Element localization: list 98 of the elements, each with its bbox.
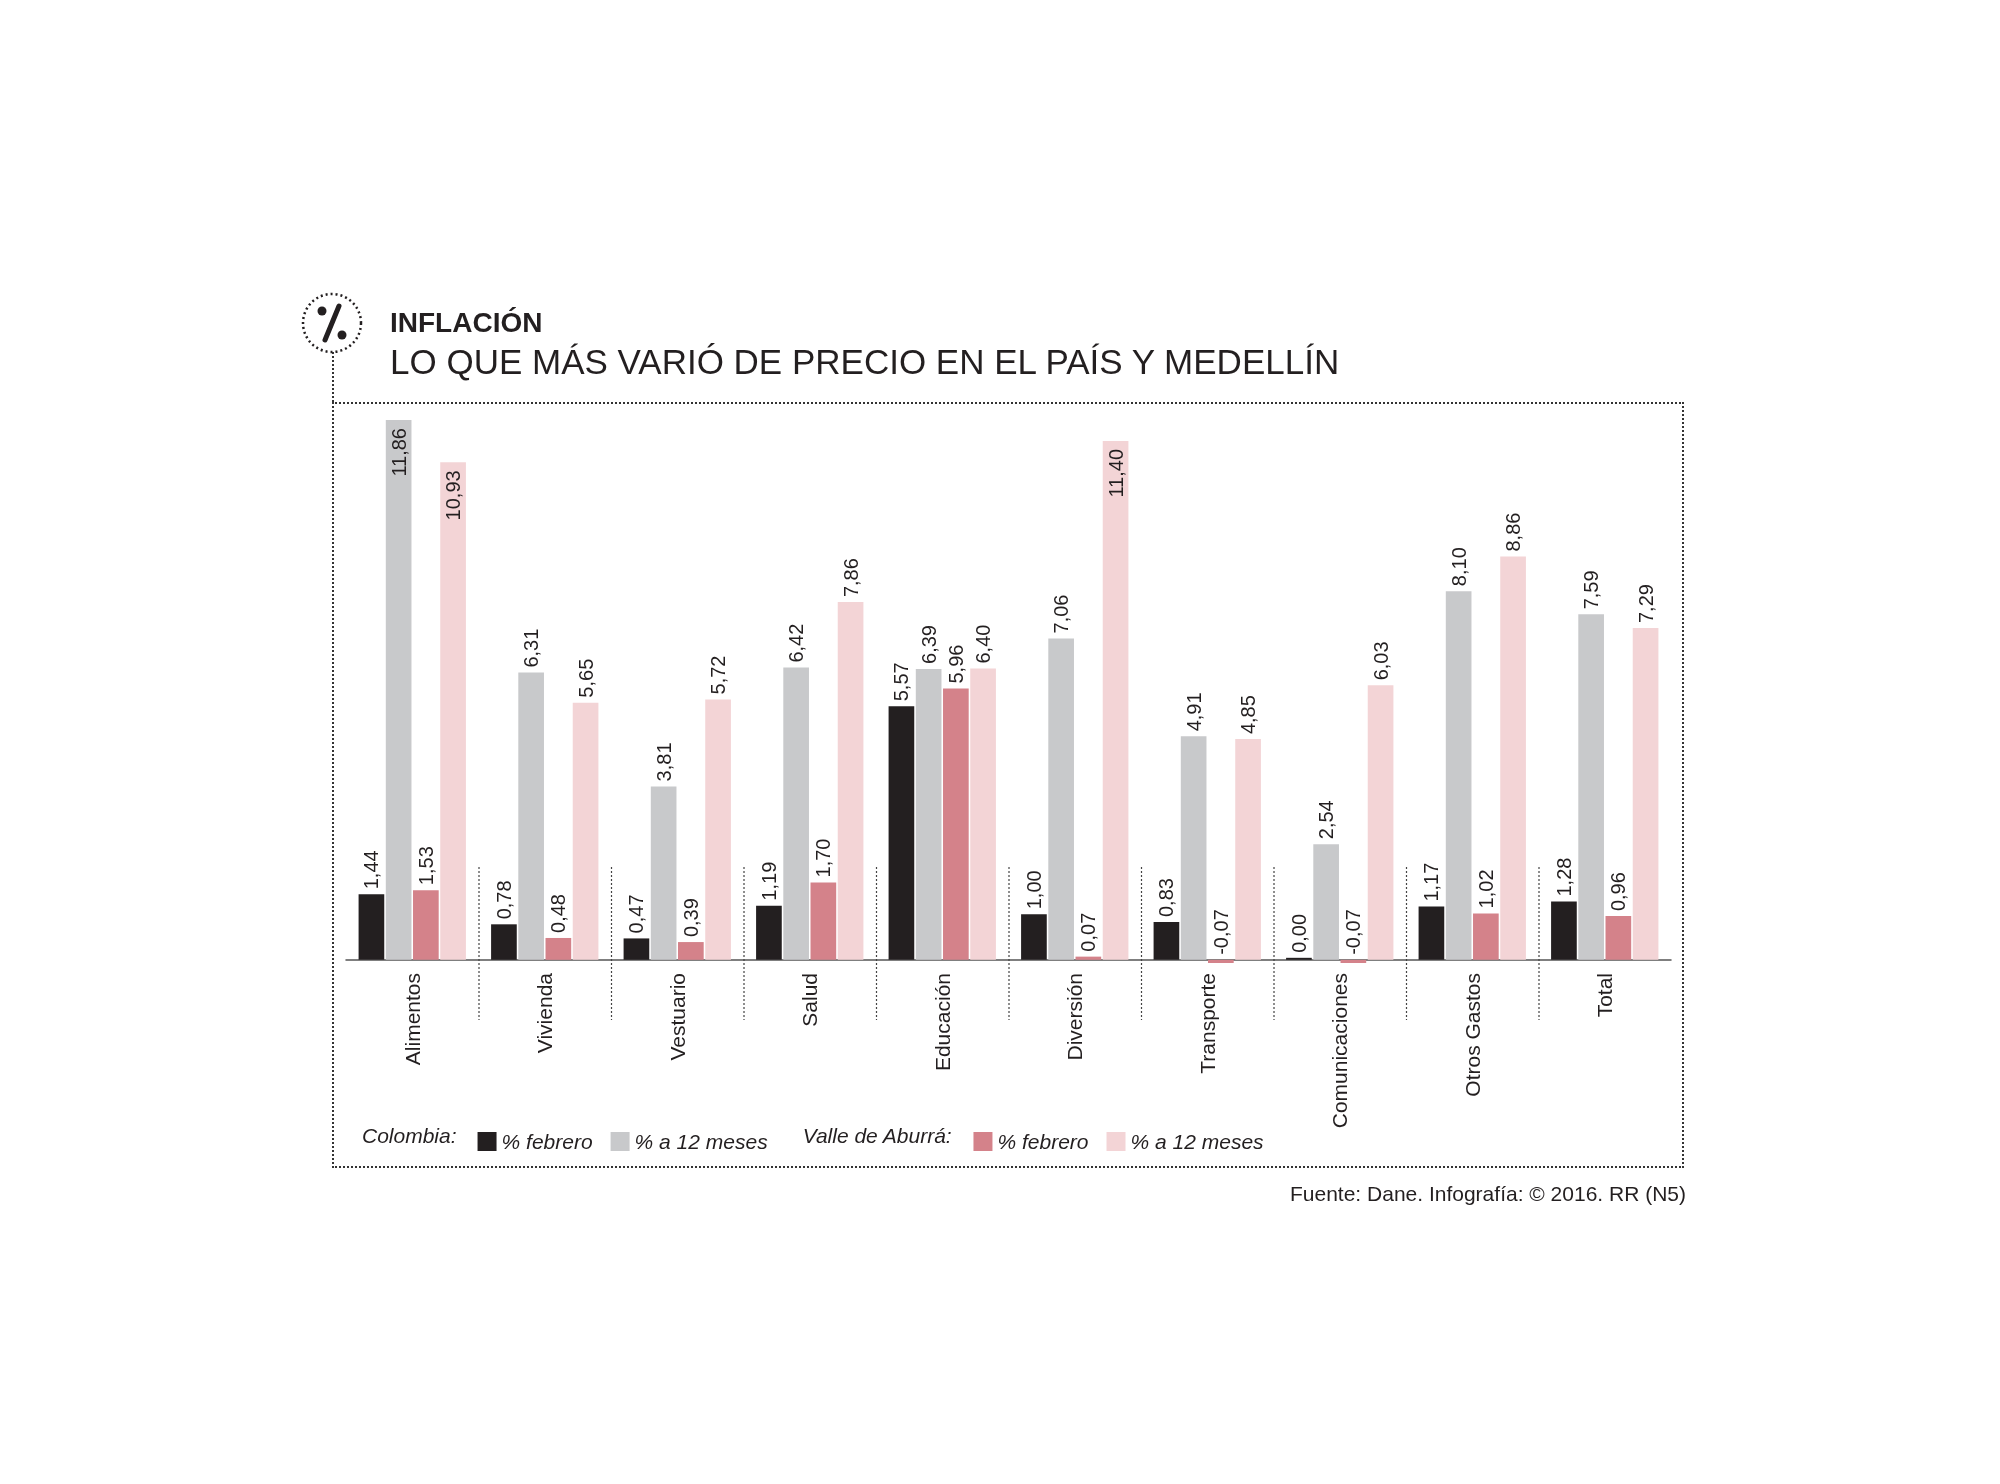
- bar: [837, 602, 864, 960]
- data-label: 0,83: [1155, 878, 1178, 918]
- data-label: 6,39: [917, 625, 940, 664]
- data-label: 5,96: [944, 644, 967, 684]
- bar: [810, 882, 837, 960]
- data-label: 0,48: [547, 894, 570, 933]
- data-label: 7,29: [1634, 584, 1657, 624]
- bar: [915, 668, 942, 960]
- data-label: 0,00: [1287, 913, 1310, 953]
- data-label: 6,03: [1369, 641, 1392, 681]
- data-label: 1,19: [757, 861, 780, 901]
- data-label: 6,40: [972, 624, 995, 664]
- x-tick-label: Vestuario: [665, 973, 689, 1061]
- data-label: 5,72: [707, 655, 730, 695]
- data-label: 10,93: [442, 470, 465, 521]
- x-tick-label: Otros Gastos: [1460, 973, 1484, 1097]
- data-label: 1,28: [1552, 857, 1575, 897]
- bar: [705, 699, 731, 960]
- bar: [783, 667, 809, 960]
- bar: [1578, 614, 1604, 960]
- text: Colombia:: [362, 1124, 457, 1147]
- data-label: 6,42: [785, 623, 808, 663]
- data-label: 5,65: [574, 658, 597, 698]
- bar: [1551, 901, 1577, 960]
- data-label: -0,07: [1342, 909, 1365, 955]
- chart-title: INFLACIÓN: [390, 306, 543, 338]
- data-label: 11,40: [1104, 448, 1127, 498]
- legend-label: % a 12 meses: [634, 1130, 769, 1153]
- data-label: 0,78: [492, 880, 515, 920]
- x-tick-label: Comunicaciones: [1328, 973, 1352, 1129]
- data-label: 5,57: [890, 662, 913, 702]
- data-label: 4,85: [1237, 695, 1260, 735]
- bar: [358, 894, 385, 960]
- bar: [545, 937, 572, 960]
- bar: [518, 672, 544, 960]
- legend-label: % febrero: [997, 1130, 1089, 1153]
- bar: [491, 924, 517, 960]
- bar: [440, 462, 466, 960]
- legend-label: % febrero: [501, 1130, 593, 1153]
- data-label: 7,06: [1050, 594, 1073, 634]
- bar: [1473, 913, 1499, 960]
- data-label: 0,39: [679, 898, 702, 938]
- bar: [1208, 959, 1234, 963]
- bar: [385, 420, 412, 960]
- x-tick-label: Transporte: [1195, 973, 1219, 1074]
- data-label: 11,86: [387, 428, 410, 477]
- legend-label: % a 12 meses: [1130, 1130, 1265, 1153]
- bar: [943, 688, 969, 960]
- x-tick-label: Vivienda: [533, 972, 557, 1054]
- bar: [1445, 591, 1472, 960]
- data-label: 1,17: [1420, 862, 1443, 902]
- bar: [1235, 739, 1261, 960]
- bar: [572, 702, 599, 960]
- chart-subtitle: LO QUE MÁS VARIÓ DE PRECIO EN EL PAÍS Y MEDELLÍN: [390, 342, 1340, 381]
- bar: [1605, 916, 1632, 960]
- bar: [1500, 556, 1526, 960]
- bar: [1102, 440, 1129, 960]
- data-label: 2,54: [1315, 800, 1338, 840]
- bar: [1340, 959, 1367, 963]
- bar: [1153, 922, 1180, 960]
- bar: [413, 890, 439, 960]
- bar: [1632, 628, 1659, 960]
- source-note: Fuente: Dane. Infografía: © 2016. RR (N5): [1289, 1182, 1687, 1205]
- data-label: 8,10: [1447, 547, 1470, 587]
- data-label: 7,86: [839, 558, 862, 598]
- bar: [1048, 638, 1074, 960]
- data-label: 4,91: [1182, 692, 1205, 732]
- data-label: 0,47: [625, 894, 648, 934]
- data-label: 7,59: [1580, 570, 1603, 610]
- text: Valle de Aburrá:: [802, 1124, 952, 1147]
- x-tick-label: Total: [1593, 973, 1617, 1018]
- data-label: 1,00: [1022, 870, 1045, 910]
- x-tick-label: Educación: [930, 973, 954, 1072]
- bar: [888, 706, 915, 960]
- data-label: 0,07: [1077, 912, 1100, 952]
- data-label: 0,96: [1607, 872, 1630, 912]
- data-label: 1,70: [812, 838, 835, 878]
- data-label: -0,07: [1209, 909, 1232, 955]
- bar: [1418, 906, 1445, 960]
- data-label: 8,86: [1502, 512, 1525, 552]
- x-tick-label: Alimentos: [400, 973, 424, 1066]
- bar: [1075, 956, 1102, 960]
- x-tick-label: Diversión: [1063, 973, 1087, 1061]
- bar: [1313, 844, 1339, 960]
- data-label: 6,31: [520, 628, 543, 668]
- bar: [1367, 685, 1394, 960]
- bar: [678, 942, 704, 960]
- bar: [1021, 914, 1047, 960]
- data-label: 1,53: [414, 846, 437, 886]
- bar: [650, 786, 677, 960]
- x-tick-label: Salud: [798, 973, 822, 1027]
- data-label: 1,02: [1474, 869, 1497, 909]
- bar: [1180, 736, 1207, 960]
- bar: [970, 668, 996, 960]
- bar: [623, 938, 650, 960]
- data-label: 1,44: [360, 850, 383, 890]
- bar: [756, 905, 782, 960]
- data-label: 3,81: [652, 742, 675, 782]
